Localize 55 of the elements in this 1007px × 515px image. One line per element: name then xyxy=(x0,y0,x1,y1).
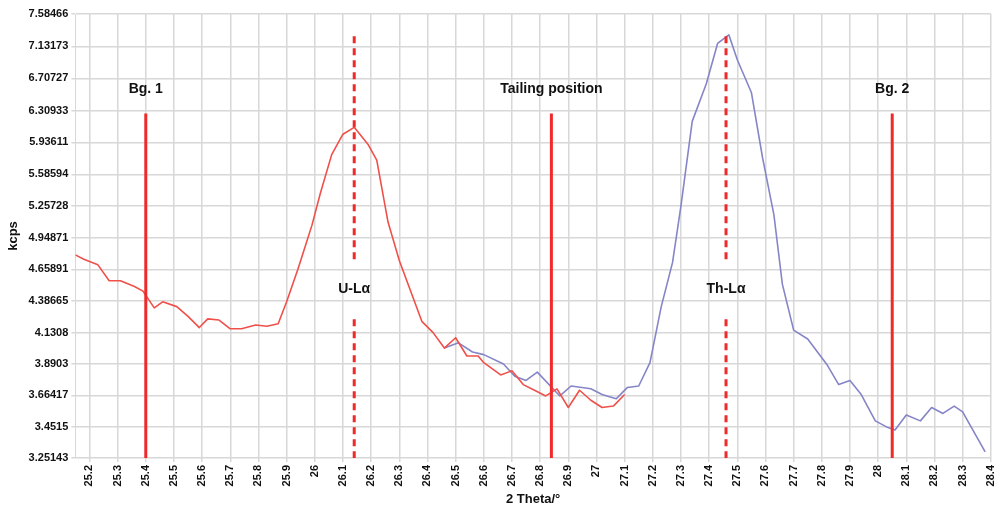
y-tick-label: 3.25143 xyxy=(28,451,69,464)
x-tick-label: 27.1 xyxy=(617,464,630,487)
x-tick-label: 26.5 xyxy=(448,464,461,487)
y-tick-label: 3.4515 xyxy=(34,419,69,432)
y-tick-label: 4.1308 xyxy=(34,325,69,338)
y-tick-label: 5.58594 xyxy=(28,167,70,180)
y-tick-label: 4.65891 xyxy=(28,262,69,275)
x-tick-label: 28.1 xyxy=(899,464,912,487)
y-tick-label: 6.70727 xyxy=(28,71,69,84)
x-tick-label: 27 xyxy=(589,464,602,478)
x-tick-label: 25.7 xyxy=(223,464,236,487)
x-tick-label: 26.7 xyxy=(504,464,517,487)
x-tick-label: 28.2 xyxy=(927,464,940,487)
x-tick-label: 25.3 xyxy=(110,464,123,487)
x-tick-label: 25.5 xyxy=(166,464,179,487)
ref-line-label: Bg. 2 xyxy=(875,80,910,97)
x-tick-label: 27.9 xyxy=(842,464,855,487)
ref-line-label: Tailing position xyxy=(500,80,603,97)
x-tick-label: 26.4 xyxy=(420,464,433,487)
x-tick-label: 25.8 xyxy=(251,464,264,487)
x-tick-label: 28.3 xyxy=(955,464,968,487)
y-tick-label: 6.30933 xyxy=(28,103,69,116)
x-tick-label: 25.9 xyxy=(279,464,292,487)
x-tick-label: 25.2 xyxy=(82,464,95,487)
x-tick-label: 26.2 xyxy=(364,464,377,487)
y-tick-label: 5.93611 xyxy=(29,135,69,148)
y-tick-label: 3.66417 xyxy=(28,388,69,401)
ref-line-label: U-Lα xyxy=(338,280,371,297)
x-tick-label: 26.1 xyxy=(335,464,348,487)
y-tick-label: 4.94871 xyxy=(28,230,69,243)
ref-line-label: Bg. 1 xyxy=(128,80,164,97)
x-tick-label: 27.5 xyxy=(730,464,743,487)
x-tick-label: 27.3 xyxy=(673,464,686,487)
x-tick-label: 27.4 xyxy=(702,464,715,487)
x-tick-label: 26 xyxy=(307,464,320,478)
x-tick-label: 28.4 xyxy=(983,464,996,487)
x-tick-label: 27.6 xyxy=(758,464,771,487)
y-axis-title: kcps xyxy=(5,221,21,251)
x-tick-label: 27.8 xyxy=(814,464,827,487)
x-tick-label: 26.9 xyxy=(561,464,574,487)
x-tick-label: 27.2 xyxy=(645,464,658,487)
x-tick-label: 25.4 xyxy=(138,464,151,487)
y-tick-label: 7.13173 xyxy=(28,39,69,52)
x-tick-label: 27.7 xyxy=(786,464,799,487)
y-tick-label: 7.58466 xyxy=(28,7,69,20)
x-tick-label: 26.6 xyxy=(476,464,489,487)
x-tick-label: 26.3 xyxy=(392,464,405,487)
x-tick-label: 28 xyxy=(871,464,884,478)
y-tick-label: 5.25728 xyxy=(28,199,69,212)
y-tick-label: 4.38665 xyxy=(28,294,69,307)
y-tick-label: 3.8903 xyxy=(34,356,69,369)
x-tick-label: 25.6 xyxy=(195,464,208,487)
ref-line-label: Th-Lα xyxy=(706,280,746,297)
x-axis-title: 2 Theta/° xyxy=(505,490,561,506)
x-tick-label: 26.8 xyxy=(533,464,546,487)
